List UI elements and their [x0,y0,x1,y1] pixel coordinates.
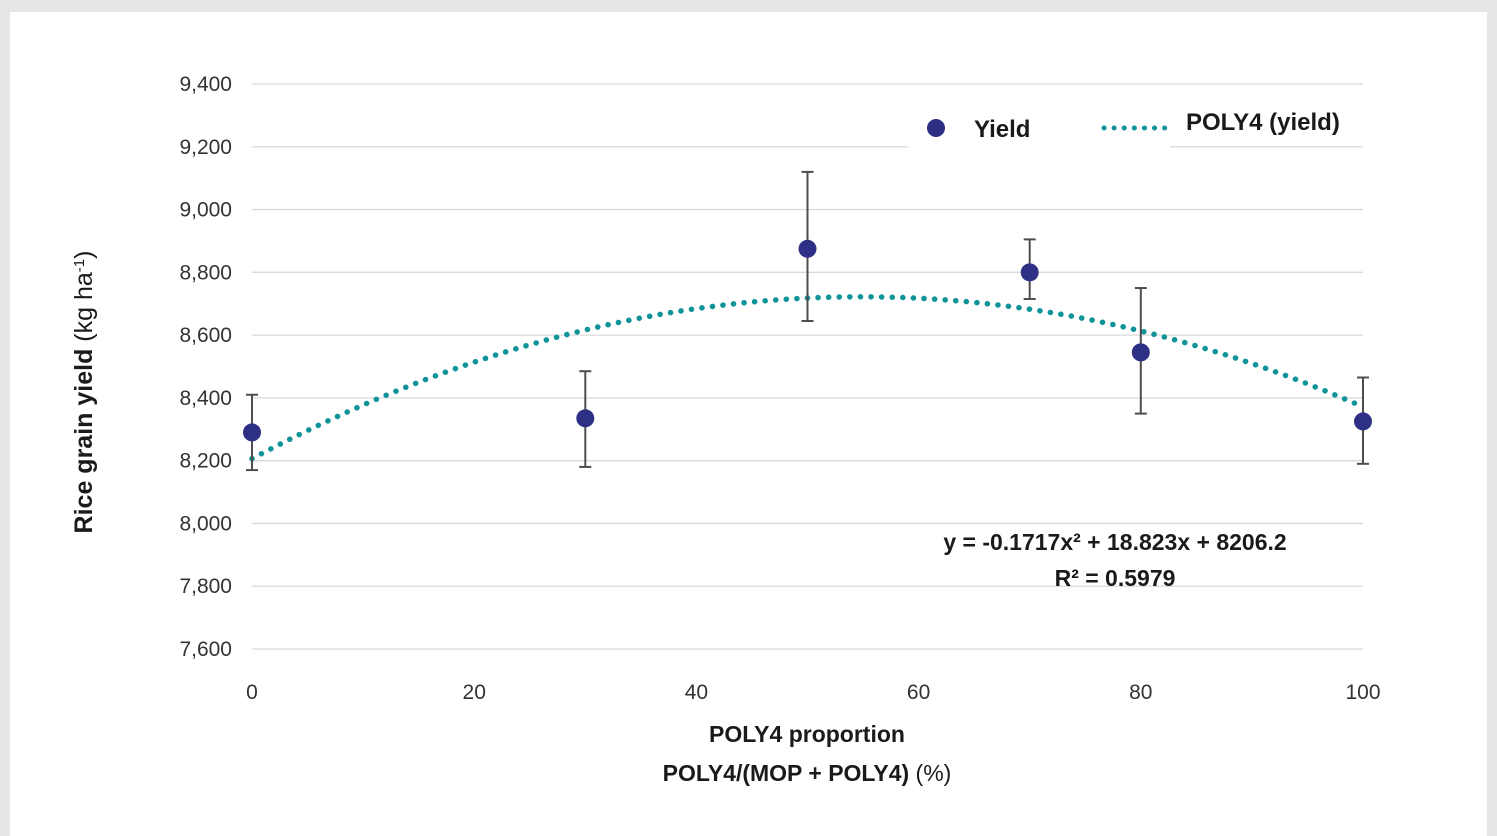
x-tick-label: 40 [685,681,708,704]
chart-frame: 7,600 7,800 8,000 8,200 8,400 8,600 8,800 9,000… [10,12,1487,836]
r-squared-label: R² = 0.5979 [1055,565,1176,591]
error-bars [246,170,1369,472]
y-tick-label: 8,600 [179,324,232,347]
scatter-chart: 7,600 7,800 8,000 8,200 8,400 8,600 8,800 9,000… [70,73,1381,786]
x-axis-label-line2-main: POLY4/(MOP + POLY4) [663,760,910,786]
y-tick-label: 8,800 [179,261,232,284]
data-point [1131,343,1150,362]
x-tick-label: 80 [1129,681,1152,704]
legend-yield-label: Yield [974,116,1030,143]
trendline-equation: y = -0.1717x² + 18.823x + 8206.2 [943,529,1286,555]
x-axis-label-line2: POLY4/(MOP + POLY4) (%) [663,760,952,786]
y-tick-label: 8,400 [179,387,232,410]
gridlines [252,83,1363,650]
legend: Yield POLY4 (yield) [908,106,1340,148]
y-axis-label-unit-suffix: ) [70,251,98,259]
data-points [243,239,1372,442]
y-axis-label: Rice grain yield (kg ha-1) [70,251,98,534]
y-tick-label: 8,000 [179,512,232,535]
y-axis-ticks: 7,600 7,800 8,000 8,200 8,400 8,600 8,800 9,000… [179,73,232,661]
data-point [798,239,817,258]
y-tick-label: 9,000 [179,199,232,222]
y-tick-label: 7,600 [179,638,232,661]
x-axis-label-line1: POLY4 proportion [709,721,905,747]
data-point [576,409,595,428]
y-axis-label-unit-sup: -1 [71,259,88,272]
legend-yield-marker [927,119,945,137]
x-tick-label: 0 [246,681,258,704]
x-tick-label: 20 [463,681,486,704]
x-axis-ticks: 0 20 40 60 80 100 [246,681,1380,704]
x-tick-label: 60 [907,681,930,704]
y-axis-label-unit-prefix: (kg ha [70,272,98,342]
legend-background [908,106,1170,148]
y-tick-label: 8,200 [179,450,232,473]
y-tick-label: 9,400 [179,73,232,96]
x-tick-label: 100 [1345,681,1380,704]
x-axis-label-line2-unit: (%) [916,760,952,786]
y-tick-label: 7,800 [179,575,232,598]
y-axis-label-main: Rice grain yield [70,349,98,534]
legend-trend-label: POLY4 (yield) [1186,109,1340,136]
data-point [1354,412,1372,431]
data-point [243,423,261,442]
data-point [1020,263,1039,282]
y-tick-label: 9,200 [179,136,232,159]
